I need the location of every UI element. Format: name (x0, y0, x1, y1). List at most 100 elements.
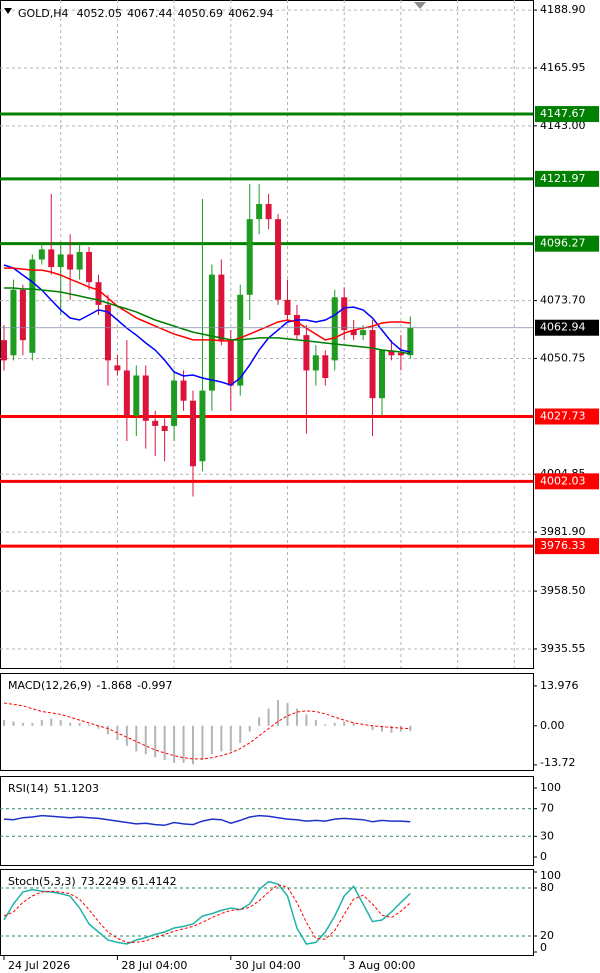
candle-body (67, 254, 74, 270)
indicator-line (4, 267, 411, 342)
y-tick-label: 20 (540, 929, 554, 942)
candle-body (57, 254, 64, 268)
histogram-bar (295, 708, 298, 726)
candle-body (1, 340, 7, 361)
candle-body (10, 289, 17, 356)
candle-body (171, 380, 178, 426)
histogram-bar (88, 724, 91, 726)
histogram-bar (314, 720, 317, 726)
histogram-bar (50, 718, 53, 726)
histogram-bar (277, 700, 280, 726)
y-tick-label: 80 (540, 881, 554, 894)
x-tick-label: 3 Aug 00:00 (348, 959, 415, 972)
candle-body (379, 350, 385, 399)
y-tick-label: 3958.50 (540, 584, 586, 597)
signal-value: -0.997 (137, 679, 172, 692)
level-label-box (535, 235, 599, 252)
histogram-bar (154, 725, 157, 758)
level-label: 4027.73 (540, 410, 586, 423)
panel-frame (0, 673, 534, 771)
y-tick-label: 3935.55 (540, 642, 586, 655)
y-tick-label: 4073.70 (540, 294, 586, 307)
candle-body (19, 289, 26, 341)
candle-body (388, 350, 395, 356)
indicator-line (3, 702, 411, 760)
price-label: 4062.94 (540, 321, 586, 334)
histogram-bar (106, 725, 109, 735)
symbol: GOLD,H4 (18, 7, 69, 20)
indicator-line (3, 814, 411, 827)
level-label-box (535, 538, 599, 555)
candle-body (397, 352, 404, 356)
histogram-bar (399, 725, 402, 732)
histogram-bar (409, 725, 412, 732)
level-label-box (535, 170, 599, 187)
level-label: 4096.27 (540, 237, 586, 250)
y-tick-label: 0 (540, 850, 547, 863)
rsi-legend: RSI(14) 51.1203 (8, 782, 99, 795)
level-label-box (535, 473, 599, 490)
stoch-main-value: 73.2249 (81, 875, 127, 888)
rsi-value: 51.1203 (53, 782, 99, 795)
histogram-bar (144, 725, 147, 755)
level-label: 4002.03 (540, 474, 586, 487)
price-label-box (535, 319, 599, 336)
candle-body (199, 390, 206, 462)
candle-body (161, 425, 168, 431)
level-label-box (535, 106, 599, 123)
candle-body (142, 375, 149, 421)
y-tick-label: 30 (540, 829, 554, 842)
histogram-bar (201, 725, 204, 761)
y-tick-label: 13.976 (540, 679, 579, 692)
histogram-bar (362, 725, 365, 727)
stoch-legend: Stoch(5,3,3) 73.2249 61.4142 (8, 875, 177, 888)
histogram-bar (210, 725, 213, 755)
histogram-bar (59, 720, 62, 726)
histogram-bar (163, 725, 166, 761)
macd-title: MACD(12,26,9) (8, 679, 92, 692)
candle-body (180, 380, 187, 401)
y-tick-label: -13.72 (540, 756, 575, 769)
candle-body (265, 204, 272, 220)
level-label: 3976.33 (540, 539, 586, 552)
stoch-signal-value: 61.4142 (131, 875, 177, 888)
x-tick-label: 28 Jul 04:00 (121, 959, 187, 972)
histogram-bar (125, 725, 128, 746)
candle-body (407, 327, 414, 356)
panel-frame (0, 776, 534, 866)
histogram-bar (239, 725, 242, 743)
candle-body (190, 400, 196, 467)
candle-body (331, 297, 338, 361)
histogram-bar (324, 724, 327, 726)
stoch-title: Stoch(5,3,3) (8, 875, 76, 888)
close-value: 4062.94 (228, 7, 274, 20)
histogram-bar (3, 720, 5, 726)
candle-body (152, 420, 159, 426)
histogram-bar (381, 725, 383, 732)
candle-body (303, 335, 310, 371)
candle-body (350, 330, 357, 336)
candle-body (218, 274, 225, 341)
histogram-bar (333, 722, 336, 726)
histogram-bar (258, 717, 261, 726)
histogram-bar (267, 708, 270, 726)
histogram-bar (173, 725, 176, 763)
histogram-bar (390, 725, 393, 733)
indicator-line (3, 880, 411, 945)
candle-body (38, 249, 45, 260)
level-label: 4121.97 (540, 172, 586, 185)
histogram-bar (286, 702, 289, 726)
candle-body (312, 355, 319, 371)
indicator-line (4, 287, 411, 355)
candle-body (123, 370, 130, 416)
histogram-bar (135, 725, 138, 752)
x-tick-label: 30 Jul 04:00 (235, 959, 301, 972)
histogram-bar (229, 725, 232, 752)
indicator-line (3, 884, 411, 943)
histogram-bar (69, 722, 72, 726)
candle-body (360, 330, 367, 336)
y-tick-label: 70 (540, 802, 554, 815)
candle-body (284, 299, 291, 315)
histogram-bar (78, 722, 81, 726)
y-tick-label: 4165.95 (540, 61, 586, 74)
